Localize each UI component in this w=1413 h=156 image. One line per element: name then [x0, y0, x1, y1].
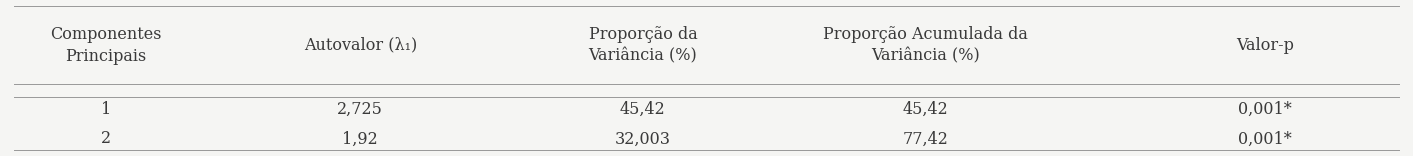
Text: 45,42: 45,42 [620, 101, 666, 118]
Text: 2: 2 [100, 130, 112, 147]
Text: Valor-p: Valor-p [1236, 37, 1293, 54]
Text: 0,001*: 0,001* [1238, 101, 1291, 118]
Text: 45,42: 45,42 [903, 101, 948, 118]
Text: Autovalor (λ₁): Autovalor (λ₁) [304, 37, 417, 54]
Text: 2,725: 2,725 [338, 101, 383, 118]
Text: 77,42: 77,42 [903, 130, 948, 147]
Text: 1,92: 1,92 [342, 130, 379, 147]
Text: 0,001*: 0,001* [1238, 130, 1291, 147]
Text: 1: 1 [100, 101, 112, 118]
Text: 32,003: 32,003 [615, 130, 671, 147]
Text: Componentes
Principais: Componentes Principais [51, 26, 161, 65]
Text: Proporção Acumulada da
Variância (%): Proporção Acumulada da Variância (%) [824, 26, 1027, 65]
Text: Proporção da
Variância (%): Proporção da Variância (%) [589, 26, 697, 65]
